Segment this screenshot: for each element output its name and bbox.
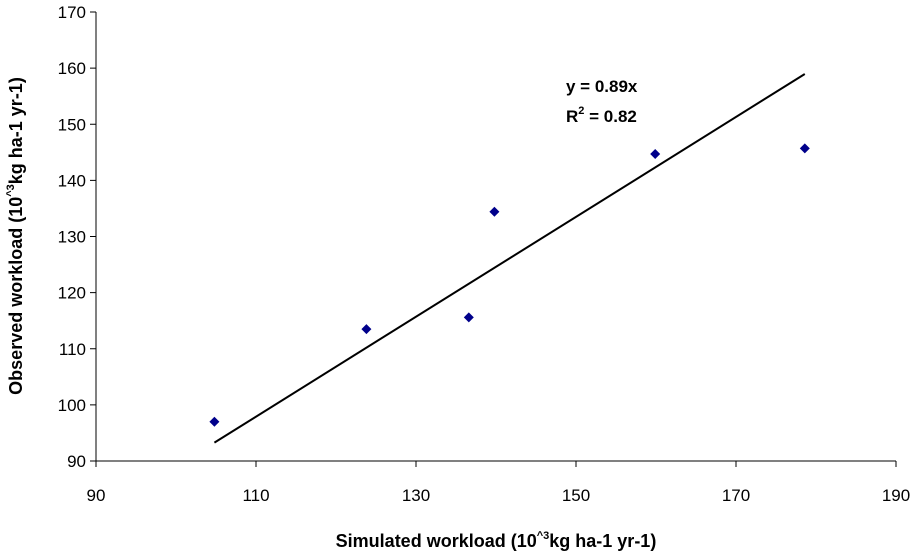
trend-equation: y = 0.89x [566, 77, 638, 96]
x-tick-label: 130 [402, 486, 430, 505]
data-point-marker [209, 416, 220, 427]
data-points [209, 143, 810, 427]
x-tick-label: 110 [242, 486, 269, 505]
data-point-marker [361, 324, 372, 335]
data-point-marker [650, 148, 661, 159]
y-tick-label: 150 [58, 115, 86, 134]
x-axis-title: Simulated workload (10^3kg ha-1 yr-1) [336, 530, 657, 551]
x-tick-label: 170 [722, 486, 750, 505]
x-axis-ticks: 90 110 130 150 170 190 [87, 461, 910, 505]
y-tick-label: 140 [58, 171, 86, 190]
y-tick-label: 170 [58, 3, 86, 22]
data-point-marker [489, 206, 500, 217]
x-tick-label: 190 [882, 486, 910, 505]
y-tick-label: 160 [58, 59, 86, 78]
r-squared: R2 = 0.82 [566, 105, 637, 126]
data-point-marker [463, 312, 474, 323]
y-tick-label: 100 [58, 396, 86, 415]
y-tick-label: 110 [59, 340, 86, 359]
y-axis-title: Observed workload (10^3kg ha-1 yr-1) [5, 77, 26, 395]
y-tick-label: 90 [67, 452, 86, 471]
x-tick-label: 150 [562, 486, 590, 505]
data-point-marker [799, 143, 810, 154]
x-tick-label: 90 [87, 486, 106, 505]
y-axis-ticks: 90 100 110 120 130 140 150 160 170 [58, 3, 96, 471]
y-tick-label: 130 [58, 228, 86, 247]
trendline [213, 73, 806, 444]
y-tick-label: 120 [58, 284, 86, 303]
plot-area: 90 100 110 120 130 140 150 160 170 90 110 130 150 17… [58, 3, 911, 505]
